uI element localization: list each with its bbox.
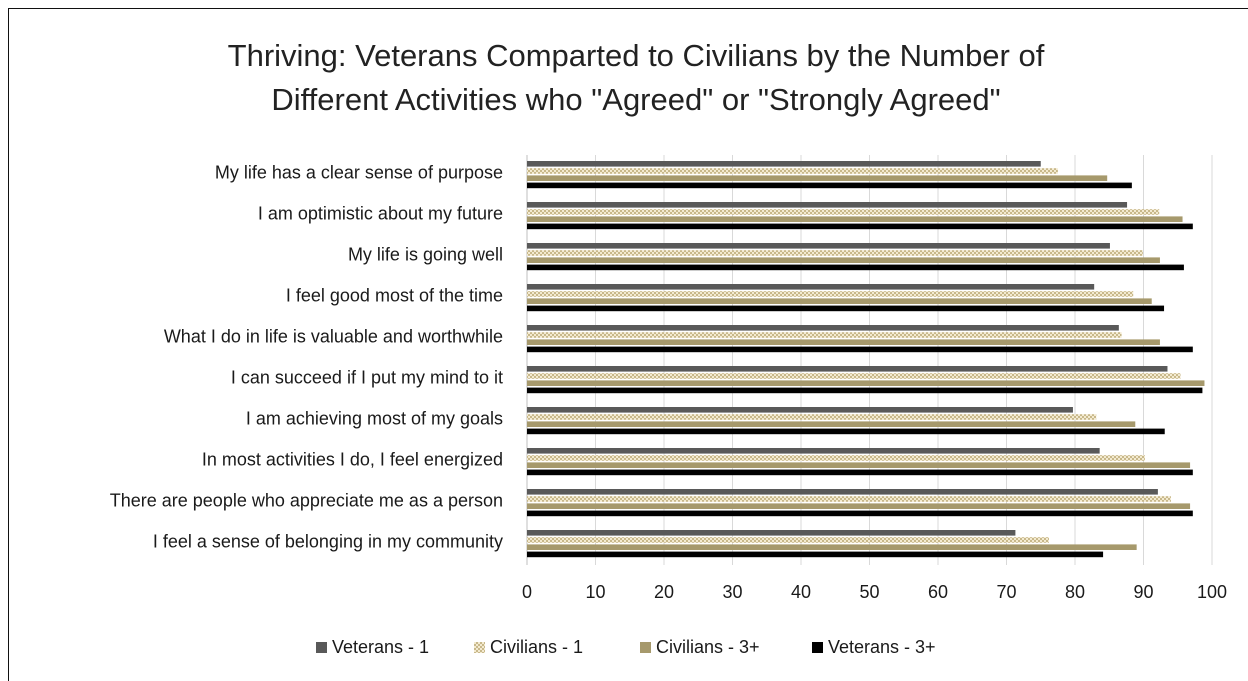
legend: Veterans - 1 Civilians - 1 Civilians - 3+ V… xyxy=(316,637,936,657)
x-tick-label: 70 xyxy=(996,582,1016,602)
bar xyxy=(527,380,1205,386)
bar xyxy=(527,448,1100,454)
bar xyxy=(527,469,1193,476)
category-label: My life is going well xyxy=(348,244,503,264)
x-tick-label: 0 xyxy=(522,582,532,602)
legend-swatch xyxy=(316,642,327,653)
bar xyxy=(527,243,1110,249)
bar xyxy=(527,428,1165,435)
x-tick-label: 100 xyxy=(1197,582,1227,602)
legend-swatch xyxy=(640,642,651,653)
category-label: I feel a sense of belonging in my commun… xyxy=(153,531,503,551)
bar xyxy=(527,161,1041,167)
legend-label: Civilians - 3+ xyxy=(656,637,760,657)
bar xyxy=(527,407,1073,413)
bar xyxy=(527,537,1049,543)
legend-swatch xyxy=(474,642,485,653)
category-label: I am optimistic about my future xyxy=(258,203,503,223)
x-tick-label: 90 xyxy=(1133,582,1153,602)
bar xyxy=(527,346,1193,353)
category-label: I can succeed if I put my mind to it xyxy=(231,367,503,387)
bar xyxy=(527,496,1171,502)
x-tick-label: 80 xyxy=(1065,582,1085,602)
category-labels: My life has a clear sense of purpose I am… xyxy=(110,162,503,551)
bar xyxy=(527,284,1095,290)
bar xyxy=(527,339,1160,345)
chart-frame xyxy=(8,8,1248,681)
x-tick-label: 30 xyxy=(722,582,742,602)
bar xyxy=(527,223,1193,230)
x-tick-label: 40 xyxy=(791,582,811,602)
category-label: My life has a clear sense of purpose xyxy=(215,162,503,182)
bar xyxy=(527,414,1097,420)
legend-label: Civilians - 1 xyxy=(490,637,583,657)
legend-label: Veterans - 1 xyxy=(332,637,429,657)
bar xyxy=(527,366,1168,372)
x-tick-label: 20 xyxy=(654,582,674,602)
category-label: I feel good most of the time xyxy=(286,285,503,305)
bar xyxy=(527,332,1122,338)
bar xyxy=(527,503,1191,509)
bar xyxy=(527,551,1104,558)
bar xyxy=(527,373,1181,379)
bar xyxy=(527,209,1160,215)
bar xyxy=(527,462,1191,468)
bar xyxy=(527,202,1128,208)
bars xyxy=(527,161,1205,558)
bar xyxy=(527,325,1119,331)
bar xyxy=(527,264,1184,271)
bar xyxy=(527,291,1134,297)
bar xyxy=(527,298,1152,304)
bar xyxy=(527,168,1058,174)
bar xyxy=(527,544,1137,550)
category-label: I am achieving most of my goals xyxy=(246,408,503,428)
bar xyxy=(527,216,1183,222)
category-label: What I do in life is valuable and worthw… xyxy=(164,326,503,346)
bar xyxy=(527,510,1193,517)
bar xyxy=(527,530,1016,536)
x-tick-label: 10 xyxy=(585,582,605,602)
bar xyxy=(527,257,1160,263)
x-tick-label: 60 xyxy=(928,582,948,602)
bar xyxy=(527,182,1132,189)
bar xyxy=(527,305,1165,312)
bar xyxy=(527,489,1158,495)
legend-label: Veterans - 3+ xyxy=(828,637,936,657)
bar xyxy=(527,175,1108,181)
bar xyxy=(527,455,1145,461)
x-axis-tick-labels: 0 10 20 30 40 50 60 70 80 90 100 xyxy=(522,582,1227,602)
bar xyxy=(527,387,1203,394)
x-tick-label: 50 xyxy=(859,582,879,602)
chart-title: Thriving: Veterans Comparted to Civilian… xyxy=(227,38,1045,117)
legend-swatch xyxy=(812,642,823,653)
category-label: There are people who appreciate me as a … xyxy=(110,490,503,510)
bar xyxy=(527,421,1136,427)
bar xyxy=(527,250,1143,256)
category-label: In most activities I do, I feel energize… xyxy=(202,449,503,469)
